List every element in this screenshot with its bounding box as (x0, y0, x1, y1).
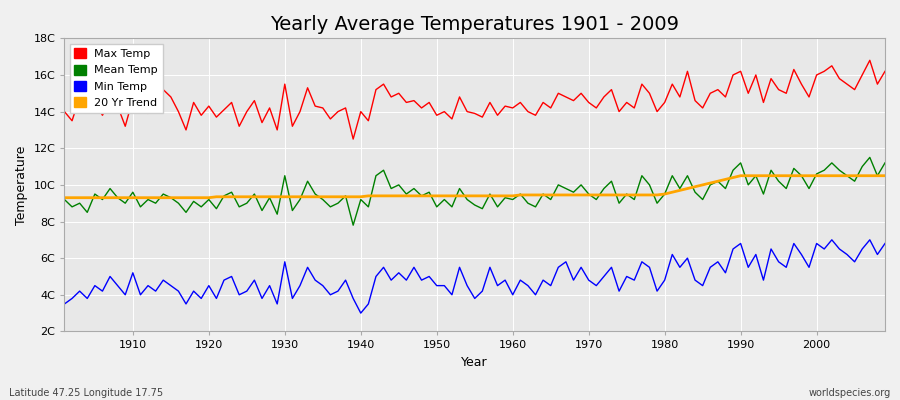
Title: Yearly Average Temperatures 1901 - 2009: Yearly Average Temperatures 1901 - 2009 (270, 15, 680, 34)
X-axis label: Year: Year (462, 356, 488, 369)
Legend: Max Temp, Mean Temp, Min Temp, 20 Yr Trend: Max Temp, Mean Temp, Min Temp, 20 Yr Tre… (70, 44, 163, 112)
Y-axis label: Temperature: Temperature (15, 145, 28, 224)
Text: Latitude 47.25 Longitude 17.75: Latitude 47.25 Longitude 17.75 (9, 388, 163, 398)
Text: worldspecies.org: worldspecies.org (809, 388, 891, 398)
